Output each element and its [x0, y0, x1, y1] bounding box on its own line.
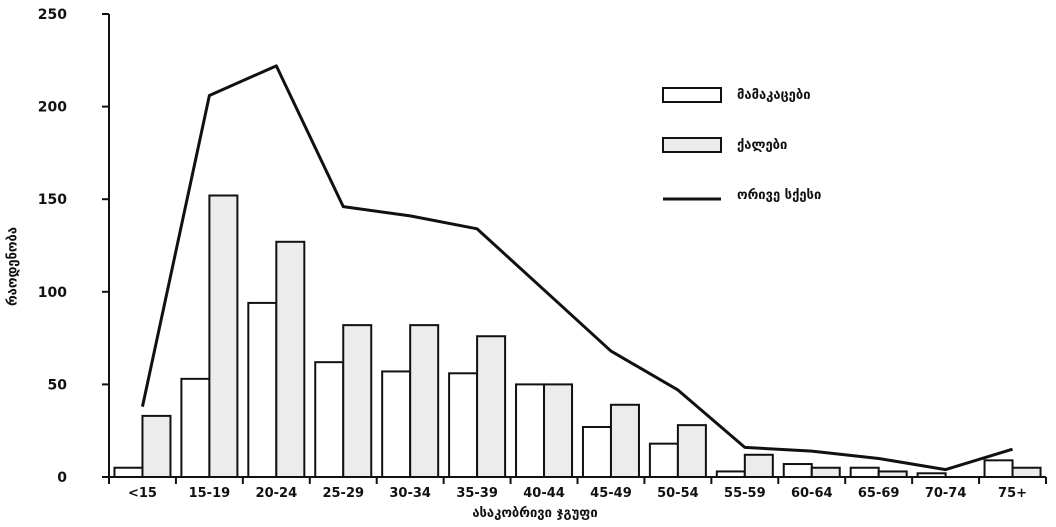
y-axis: 0 50 100 150 200 250 — [38, 7, 110, 486]
bar-female — [1011, 466, 1042, 478]
x-tick-label: 65-69 — [858, 486, 900, 501]
bar-female — [342, 324, 373, 478]
x-axis: <15 15-19 20-24 25-29 30-34 35-39 40-44 45-49 50… — [108, 476, 1047, 501]
bar-male — [983, 459, 1014, 478]
x-tick-label: 60-64 — [791, 486, 833, 501]
legend-swatch-female — [662, 137, 722, 153]
bar-male — [715, 470, 746, 478]
legend-label-female: ქალები — [737, 138, 788, 153]
bar-male — [113, 466, 144, 478]
y-axis-title: რაოდენობა — [5, 226, 21, 307]
bar-male — [247, 301, 278, 478]
y-tick-label: 50 — [48, 377, 68, 393]
x-tick-label: 45-49 — [590, 486, 632, 501]
bars-group — [113, 194, 1042, 479]
y-tick-label: 250 — [38, 7, 67, 23]
bar-female — [141, 414, 172, 479]
bar-male — [180, 377, 211, 478]
x-axis-title: ასაკობრივი ჯგუფი — [472, 506, 598, 521]
bar-male — [782, 463, 813, 479]
bar-female — [810, 466, 841, 478]
bar-male — [581, 425, 612, 479]
bar-female — [743, 453, 774, 478]
bar-male — [515, 383, 546, 478]
x-tick-label: 40-44 — [523, 486, 565, 501]
bar-male — [849, 466, 880, 478]
y-axis-title-wrap: რაოდენობა — [2, 215, 24, 325]
legend-swatch-male — [662, 87, 722, 103]
series-line-both — [140, 64, 1013, 472]
x-tick-label: 35-39 — [456, 486, 498, 501]
bar-female — [409, 324, 440, 478]
x-tick-label: 70-74 — [925, 486, 967, 501]
bar-female — [609, 403, 640, 478]
bar-male — [381, 370, 412, 479]
total-line-group — [140, 64, 1013, 472]
bar-female — [275, 240, 306, 478]
bar-female — [877, 470, 908, 478]
bar-female — [543, 383, 574, 478]
y-tick-label: 0 — [57, 470, 67, 486]
x-tick-label: 15-19 — [189, 486, 231, 501]
y-tick-label: 150 — [38, 192, 67, 208]
x-tick-label: 20-24 — [256, 486, 298, 501]
x-tick-label: <15 — [128, 486, 157, 501]
x-tick-label: 30-34 — [389, 486, 431, 501]
bar-male — [314, 361, 345, 478]
bar-male — [916, 472, 947, 478]
y-tick-label: 100 — [38, 285, 67, 301]
legend-label-both: ორივე სქესი — [737, 188, 822, 203]
legend — [662, 87, 722, 201]
bar-male — [448, 372, 479, 478]
legend-label-male: მამაკაცები — [737, 88, 811, 103]
x-tick-label: 75+ — [998, 486, 1027, 501]
x-tick-label: 55-59 — [724, 486, 766, 501]
bar-female — [476, 335, 507, 478]
x-tick-label: 50-54 — [657, 486, 699, 501]
bar-male — [648, 442, 679, 478]
bar-female — [676, 424, 707, 479]
x-tick-label: 25-29 — [322, 486, 364, 501]
bar-female — [208, 194, 239, 478]
y-tick-label: 200 — [38, 100, 67, 116]
